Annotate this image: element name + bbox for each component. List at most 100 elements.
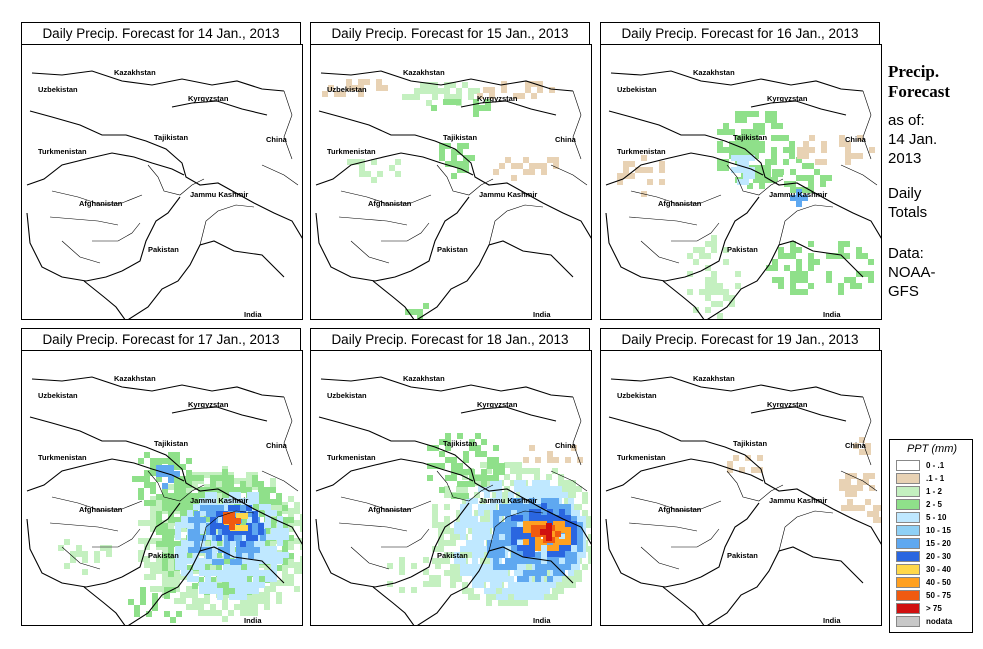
precip-cell xyxy=(845,479,851,485)
precip-cell xyxy=(180,464,186,470)
precip-cell xyxy=(493,522,499,528)
precip-cell xyxy=(180,592,186,598)
precip-cell xyxy=(790,253,796,259)
precip-cell xyxy=(478,576,484,582)
precip-cell xyxy=(477,93,483,99)
precip-cell xyxy=(478,522,484,528)
precip-cell xyxy=(276,565,282,571)
precip-cell xyxy=(222,475,228,481)
precip-cell xyxy=(457,469,463,475)
precip-cell xyxy=(741,117,747,123)
precip-cell xyxy=(558,582,564,588)
precip-cell xyxy=(550,486,556,492)
precip-cell xyxy=(547,157,553,163)
precip-cell xyxy=(264,499,270,505)
precip-cell xyxy=(168,499,174,505)
precip-cell xyxy=(229,594,235,600)
precip-cell xyxy=(228,589,234,595)
precip-cell xyxy=(445,439,451,445)
precip-cell xyxy=(879,517,881,523)
precip-cell xyxy=(490,570,496,576)
precip-cell xyxy=(771,123,777,129)
precip-cell xyxy=(265,510,271,516)
precip-cell xyxy=(523,457,529,463)
precip-cell xyxy=(496,576,502,582)
legend-label: 5 - 10 xyxy=(926,513,947,522)
precip-cell xyxy=(288,574,294,580)
precip-cell xyxy=(205,588,211,594)
precip-cell xyxy=(438,534,444,540)
panel-title: Daily Precip. Forecast for 19 Jan., 2013 xyxy=(600,328,880,351)
precip-cell xyxy=(499,522,505,528)
precip-cell xyxy=(531,531,537,537)
precip-cell xyxy=(258,481,264,487)
precip-cell xyxy=(759,123,765,129)
sidebar-totals: Daily Totals xyxy=(888,184,927,222)
border-line xyxy=(707,240,864,319)
precip-cell xyxy=(240,610,246,616)
precip-cell xyxy=(463,493,469,499)
precip-cell xyxy=(844,241,850,247)
forecast-panel: Daily Precip. Forecast for 16 Jan., 2013… xyxy=(600,22,882,322)
precip-cell xyxy=(783,147,789,153)
place-label-turkmenistan: Turkmenistan xyxy=(327,453,376,462)
precip-cell xyxy=(856,271,862,277)
precip-cell xyxy=(759,147,765,153)
precip-cell xyxy=(211,492,217,498)
precip-cell xyxy=(246,610,252,616)
precip-cell xyxy=(181,540,187,546)
legend-label: 1 - 2 xyxy=(926,487,943,496)
precip-cell xyxy=(174,458,180,464)
precip-cell xyxy=(168,465,174,471)
precip-cell xyxy=(277,534,283,540)
precip-cell xyxy=(242,513,248,519)
precip-cell xyxy=(544,486,550,492)
precip-cell xyxy=(753,153,759,159)
precip-cell xyxy=(82,557,88,563)
precip-cell xyxy=(423,581,429,587)
precip-cell xyxy=(376,85,382,91)
sidebar-totals-line2: Totals xyxy=(888,204,928,221)
precip-cell xyxy=(565,457,571,463)
forecast-panel: Daily Precip. Forecast for 17 Jan., 2013… xyxy=(21,328,303,628)
precip-cell xyxy=(510,480,516,486)
precip-map: Kazakhstan Uzbekistan Kyrgyzstan Tajikistan… xyxy=(600,350,882,626)
border-line xyxy=(726,470,784,502)
precip-cell xyxy=(570,486,576,492)
precip-cell xyxy=(687,253,693,259)
precip-cell xyxy=(582,510,588,516)
precip-cell xyxy=(565,515,571,521)
precip-cell xyxy=(865,443,871,449)
precip-cell xyxy=(180,574,186,580)
place-label-india: India xyxy=(533,310,551,319)
precip-cell xyxy=(260,535,266,541)
precip-cell xyxy=(472,528,478,534)
precip-cell xyxy=(258,499,264,505)
precip-cell xyxy=(206,511,212,517)
precip-cell xyxy=(504,498,510,504)
precip-cell xyxy=(808,187,814,193)
precip-cell xyxy=(808,283,814,289)
place-label-india: India xyxy=(244,616,262,625)
border-line xyxy=(340,190,432,206)
precip-cell xyxy=(525,81,531,87)
legend-label: 0 - .1 xyxy=(926,461,945,470)
precip-cell xyxy=(580,552,586,558)
precip-cell xyxy=(451,161,457,167)
precip-cell xyxy=(534,468,540,474)
precip-cell xyxy=(529,504,535,510)
precip-cell xyxy=(236,541,242,547)
legend-title: PPT (mm) xyxy=(906,443,958,455)
precip-cell xyxy=(174,517,180,523)
precip-cell xyxy=(863,479,869,485)
precip-cell xyxy=(511,546,517,552)
precip-cell xyxy=(838,289,844,295)
precip-cell xyxy=(534,474,540,480)
precip-cell xyxy=(205,534,211,540)
precip-cell xyxy=(472,516,478,522)
precip-cell xyxy=(399,569,405,575)
precip-cell xyxy=(353,159,359,165)
precip-cell xyxy=(565,552,571,558)
precip-cell xyxy=(504,474,510,480)
precip-cell xyxy=(175,564,181,570)
